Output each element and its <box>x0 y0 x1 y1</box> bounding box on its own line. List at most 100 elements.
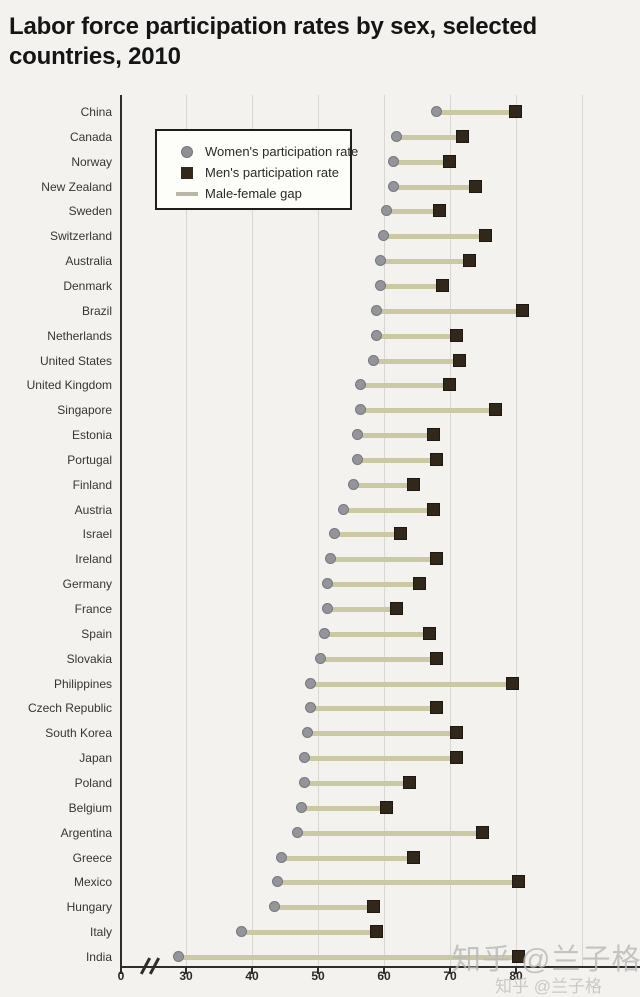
country-label: China <box>80 105 112 119</box>
country-label: France <box>74 602 112 616</box>
women-dot <box>275 851 287 863</box>
men-square <box>509 105 522 118</box>
gap-line <box>298 830 483 836</box>
gap-line <box>354 482 414 488</box>
women-dot <box>430 106 442 117</box>
chart-title-line2: countries, 2010 <box>9 43 181 70</box>
country-label: Norway <box>71 154 112 169</box>
country-label: Switzerland <box>49 229 112 244</box>
legend-label-men: Men's participation rate <box>205 165 339 180</box>
x-tick-label-70: 70 <box>443 969 457 983</box>
gridline-90 <box>582 95 583 966</box>
women-dot <box>328 528 340 540</box>
gap-line <box>360 408 497 414</box>
men-square <box>429 552 443 566</box>
men-square <box>512 949 526 963</box>
gap-line <box>393 159 450 165</box>
country-label: Finland <box>72 477 112 492</box>
men-square <box>380 800 394 814</box>
gap-line <box>357 457 437 463</box>
gap-line <box>308 731 457 737</box>
country-label: Poland <box>74 775 112 790</box>
women-dot <box>318 627 330 639</box>
men-square <box>406 850 420 864</box>
women-circle-icon <box>175 145 199 158</box>
women-dot <box>351 453 363 465</box>
women-dot <box>378 230 389 242</box>
men-square <box>512 875 526 889</box>
gap-line <box>331 557 437 563</box>
men-square <box>406 477 420 491</box>
men-square <box>449 751 463 765</box>
gap-line <box>301 805 388 811</box>
gap-line <box>397 134 464 140</box>
men-square <box>443 378 456 392</box>
gap-line <box>281 855 414 861</box>
legend-item-men: Men's participation rate <box>175 162 350 183</box>
gap-line <box>242 930 378 936</box>
men-square <box>505 676 519 690</box>
gap-line <box>377 333 457 339</box>
country-label: Japan <box>79 751 112 766</box>
country-label: Ireland <box>75 552 112 567</box>
men-square <box>426 428 440 442</box>
country-label: Slovakia <box>66 651 112 666</box>
chart-title-line1: Labor force participation rates by sex, … <box>9 13 537 40</box>
gap-line <box>377 308 523 314</box>
men-square <box>433 204 447 218</box>
country-label: Italy <box>89 925 112 940</box>
men-square <box>393 527 407 541</box>
country-label: Singapore <box>57 403 112 418</box>
x-tick-30 <box>185 968 187 974</box>
women-dot <box>371 329 383 341</box>
gap-line <box>324 631 431 637</box>
legend-item-women: Women's participation rate <box>175 141 358 162</box>
x-tick-0 <box>120 968 122 974</box>
country-label: Estonia <box>71 428 112 443</box>
country-label: Brazil <box>81 303 112 318</box>
men-square <box>413 577 427 591</box>
country-label: Australia <box>65 254 112 269</box>
men-square <box>390 602 404 615</box>
x-tick-50 <box>317 968 319 974</box>
chart-legend: Women's participation rate Men's partici… <box>155 129 358 210</box>
women-dot <box>173 950 185 962</box>
women-dot <box>272 876 284 888</box>
country-label: Netherlands <box>47 328 112 343</box>
x-tick-label-30: 30 <box>179 969 193 983</box>
women-dot <box>305 702 317 714</box>
country-label: Spain <box>81 626 112 641</box>
men-square <box>429 452 443 466</box>
country-label: Czech Republic <box>27 701 112 716</box>
men-square <box>452 353 466 367</box>
men-square <box>476 825 489 839</box>
watermark: 知乎 @兰子格 <box>452 944 640 976</box>
men-square <box>449 726 463 740</box>
country-label: Israel <box>82 527 112 542</box>
gap-line <box>321 656 437 662</box>
women-dot <box>338 503 350 515</box>
men-square <box>456 129 470 143</box>
gap-line <box>344 507 434 513</box>
men-square <box>449 328 463 342</box>
x-tick-60 <box>383 968 385 974</box>
country-label: Portugal <box>67 452 112 467</box>
women-dot <box>325 553 337 565</box>
gap-line <box>278 880 520 886</box>
women-dot <box>387 180 399 192</box>
country-label: Greece <box>72 850 112 865</box>
gap-line <box>393 184 477 190</box>
country-label: Sweden <box>68 204 112 219</box>
legend-label-gap: Male-female gap <box>205 186 302 201</box>
women-dot <box>348 478 360 490</box>
chart-title: Labor force participation rates by sex, … <box>9 12 624 72</box>
gap-line <box>380 259 470 265</box>
gridline-50 <box>318 95 319 966</box>
women-dot <box>374 255 386 267</box>
country-label: Canada <box>69 129 112 144</box>
men-square <box>436 278 450 292</box>
men-square <box>403 775 417 789</box>
men-square <box>443 154 456 168</box>
legend-label-women: Women's participation rate <box>205 144 359 159</box>
